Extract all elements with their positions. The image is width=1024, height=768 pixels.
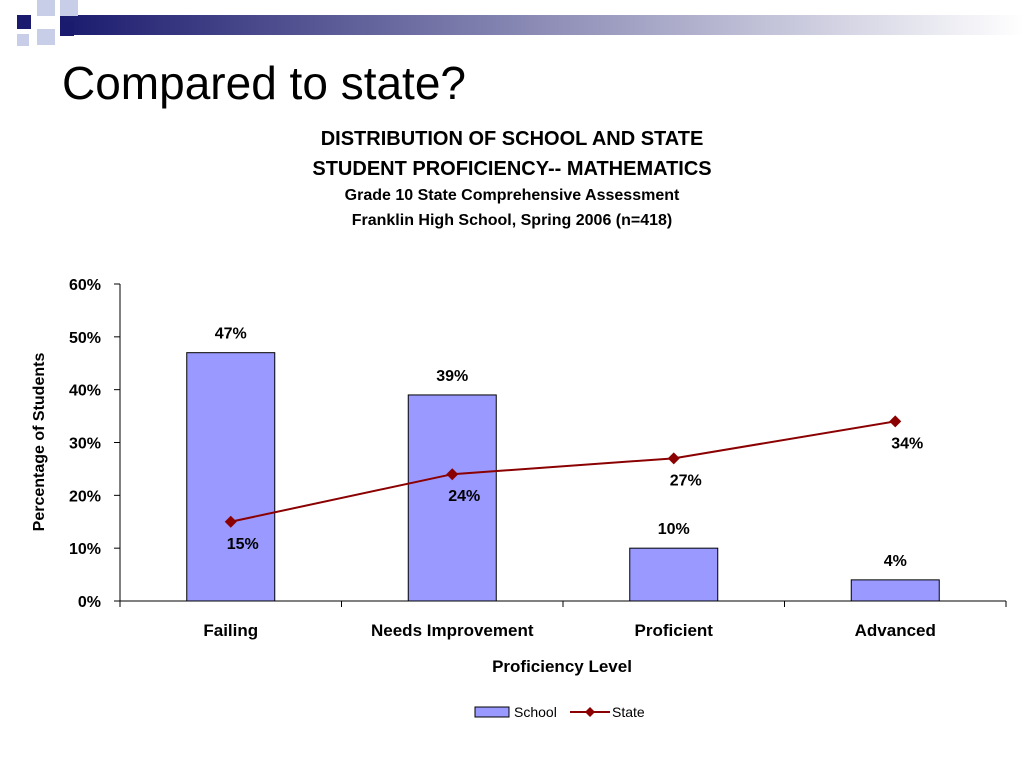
state-line <box>224 415 902 528</box>
banner-square <box>17 15 31 29</box>
x-tick-label: Needs Improvement <box>371 621 534 640</box>
banner-square <box>37 0 55 16</box>
state-data-label: 15% <box>227 536 259 553</box>
chart-subtitle: Grade 10 State Comprehensive Assessment <box>344 187 680 204</box>
y-tick-label: 50% <box>69 330 101 347</box>
school-bar <box>629 547 719 602</box>
y-tick-label: 0% <box>78 594 101 611</box>
data-labels: 47% 39% 10% 4% 15% 24% 27% 34% <box>215 326 924 570</box>
slide-title: Compared to state? <box>62 57 467 109</box>
banner-square <box>60 0 78 16</box>
school-data-label: 39% <box>436 368 468 385</box>
state-data-label: 27% <box>670 472 702 489</box>
y-tick-label: 30% <box>69 436 101 453</box>
x-tick-label: Failing <box>203 621 258 640</box>
state-point <box>667 452 680 465</box>
school-bar <box>407 394 497 602</box>
x-tick-label: Advanced <box>855 621 936 640</box>
title-banner-decoration <box>17 0 1024 46</box>
axes: 0% 10% 20% 30% 40% 50% 60% Failing Needs Improve… <box>69 277 1007 640</box>
chart-title-line-2: STUDENT PROFICIENCY-- MATHEMATICS <box>312 158 712 180</box>
state-data-label: 34% <box>891 435 923 452</box>
legend-state-label: State <box>612 704 645 720</box>
school-data-label: 4% <box>884 553 907 570</box>
chart-title: DISTRIBUTION OF SCHOOL AND STATE <box>320 128 704 150</box>
y-axis-label: Percentage of Students <box>31 353 48 532</box>
legend: School State <box>474 704 645 720</box>
school-bar <box>850 579 940 602</box>
state-series-line <box>230 420 896 523</box>
legend-school-swatch <box>474 706 510 718</box>
banner-square <box>17 34 29 46</box>
state-data-label: 24% <box>448 488 480 505</box>
school-data-label: 10% <box>658 521 690 538</box>
school-bars <box>186 352 940 602</box>
school-bar <box>186 352 276 602</box>
y-tick-label: 60% <box>69 277 101 294</box>
y-tick-label: 40% <box>69 383 101 400</box>
state-point <box>889 415 902 428</box>
banner-square <box>60 22 74 36</box>
state-point <box>446 468 459 481</box>
chart-subtitle-line-2: Franklin High School, Spring 2006 (n=418… <box>351 212 673 229</box>
legend-school-label: School <box>514 704 557 720</box>
x-tick-label: Proficient <box>635 621 714 640</box>
y-tick-label: 10% <box>69 541 101 558</box>
banner-gradient-bar <box>60 15 1024 35</box>
state-point <box>224 515 237 528</box>
banner-square <box>37 29 55 45</box>
x-axis-label: Proficiency Level <box>492 657 632 676</box>
y-tick-label: 20% <box>69 488 101 505</box>
school-data-label: 47% <box>215 326 247 343</box>
legend-state-marker <box>585 707 595 717</box>
